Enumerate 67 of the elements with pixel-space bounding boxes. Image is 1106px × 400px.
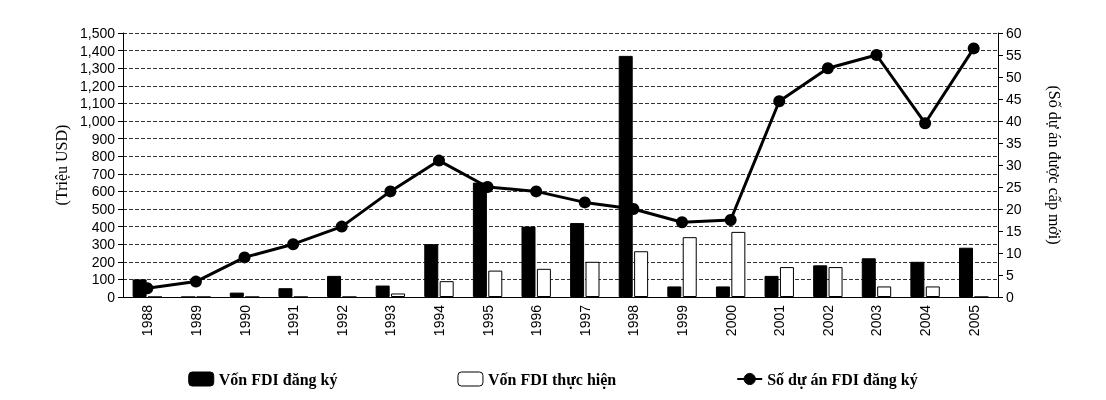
- y2-tick-label: 45: [1006, 91, 1022, 107]
- y-tick-label: 800: [91, 148, 116, 165]
- y-tick-label: 1,200: [79, 77, 116, 94]
- y-tick-label: 1,400: [79, 42, 116, 59]
- y-tick-label: 600: [91, 183, 116, 200]
- y2-tick-label: 40: [1006, 113, 1022, 129]
- point: [189, 275, 202, 288]
- y2-tick-label: 60: [1006, 25, 1022, 41]
- y-tick-label: 1,100: [79, 95, 116, 112]
- y-tick-label: 500: [91, 201, 116, 217]
- y2-tick-label: 55: [1006, 47, 1022, 63]
- y-tick-label: 1,000: [79, 113, 116, 129]
- point: [287, 238, 300, 251]
- x-tick-label: 1997: [576, 304, 593, 337]
- point: [773, 95, 786, 108]
- point: [384, 185, 397, 198]
- x-tick-label: 1993: [382, 304, 399, 337]
- point: [335, 220, 348, 233]
- y-tick-label: 1,500: [79, 25, 116, 41]
- x-tick-label: 1999: [674, 304, 691, 337]
- legend-label: Số dự án FDI đăng ký: [767, 370, 918, 389]
- y2-axis-title: (Số dự án được cấp mới): [1044, 85, 1063, 245]
- legend-label: Vốn FDI thực hiện: [487, 370, 617, 389]
- x-tick-label: 1994: [430, 304, 447, 337]
- legend-label: Vốn FDI đăng ký: [218, 370, 338, 389]
- point: [676, 216, 689, 229]
- point: [724, 214, 737, 226]
- y2-tick-label: 15: [1006, 223, 1022, 239]
- x-tick-label: 2004: [917, 304, 934, 337]
- x-tick-label: 2005: [965, 304, 982, 337]
- y2-tick-label: 50: [1006, 69, 1022, 85]
- x-tick-label: 2001: [771, 304, 788, 337]
- point: [967, 42, 980, 55]
- x-tick-label: 1996: [528, 304, 545, 337]
- y-axis-title: (Triệu USD): [52, 124, 71, 206]
- point: [530, 185, 543, 198]
- point: [919, 117, 932, 130]
- x-tick-label: 1990: [236, 304, 253, 337]
- y2-tick-label: 20: [1006, 201, 1022, 217]
- point: [578, 196, 591, 209]
- point: [821, 62, 834, 75]
- y-tick-label: 300: [91, 236, 116, 253]
- y2-tick-label: 10: [1006, 245, 1022, 261]
- x-tick-label: 1998: [625, 304, 642, 337]
- y2-tick-label: 30: [1006, 157, 1022, 173]
- point: [432, 154, 445, 167]
- point: [238, 251, 251, 264]
- x-tick-label: 1989: [187, 304, 204, 337]
- x-tick-label: 1992: [333, 304, 350, 337]
- x-tick-label: 2003: [868, 304, 885, 337]
- y-tick-label: 100: [91, 271, 116, 288]
- x-tick-label: 1991: [285, 304, 302, 337]
- y2-tick-label: 35: [1006, 135, 1022, 151]
- y2-tick-label: 25: [1006, 179, 1022, 195]
- y-tick-label: 1,300: [79, 60, 116, 77]
- point: [870, 49, 883, 61]
- x-tick-label: 2000: [722, 304, 739, 337]
- y-tick-label: 900: [91, 130, 116, 147]
- x-tick-label: 1988: [139, 304, 156, 337]
- y-tick-label: 200: [91, 253, 116, 270]
- y2-tick-label: 5: [1006, 267, 1014, 283]
- y-tick-label: 400: [91, 218, 116, 235]
- y2-tick-label: 0: [1006, 289, 1014, 305]
- x-tick-label: 2002: [819, 304, 836, 337]
- y-tick-label: 0: [107, 289, 116, 305]
- x-tick-label: 1995: [479, 304, 496, 337]
- y-tick-label: 700: [91, 165, 116, 182]
